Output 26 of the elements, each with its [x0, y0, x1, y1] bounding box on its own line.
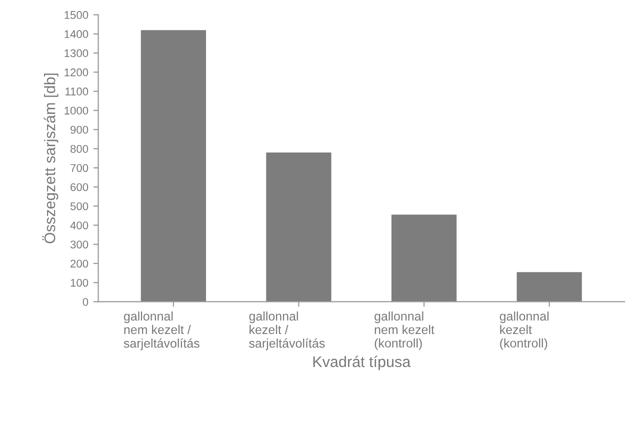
- y-tick-label: 800: [70, 144, 88, 153]
- bar: [516, 272, 582, 302]
- y-tick-label: 200: [70, 260, 88, 268]
- bar: [266, 152, 332, 302]
- bar: [140, 30, 206, 302]
- x-tick-label: gallonnal nem kezelt / sarjeltávolítás: [124, 311, 200, 350]
- x-tick-label: gallonnal kezelt (kontroll): [500, 311, 549, 350]
- y-axis-title: Összegzett sarjszám [db]: [42, 74, 58, 244]
- y-tick-label: 1000: [64, 106, 88, 115]
- y-tick-label: 1500: [64, 11, 88, 19]
- x-tick-label: gallonnal nem kezelt (kontroll): [374, 311, 434, 350]
- y-tick-label: 1300: [64, 49, 88, 58]
- y-tick-label: 400: [70, 221, 88, 230]
- y-tick-label: 1200: [64, 68, 88, 76]
- y-tick-label: 0: [82, 298, 88, 306]
- y-tick-label: 1400: [64, 30, 88, 38]
- x-axis-title: Kvadrát típusa: [313, 356, 411, 370]
- y-tick-label: 700: [70, 164, 88, 172]
- y-tick-label: 1100: [66, 88, 88, 96]
- y-tick-label: 500: [70, 202, 88, 210]
- y-tick-label: 600: [70, 183, 88, 192]
- y-tick-label: 100: [70, 278, 88, 287]
- x-tick-label: gallonnal kezelt / sarjeltávolítás: [249, 311, 325, 350]
- y-tick-label: 300: [70, 240, 88, 248]
- bar: [391, 214, 457, 302]
- y-tick-label: 900: [70, 126, 88, 134]
